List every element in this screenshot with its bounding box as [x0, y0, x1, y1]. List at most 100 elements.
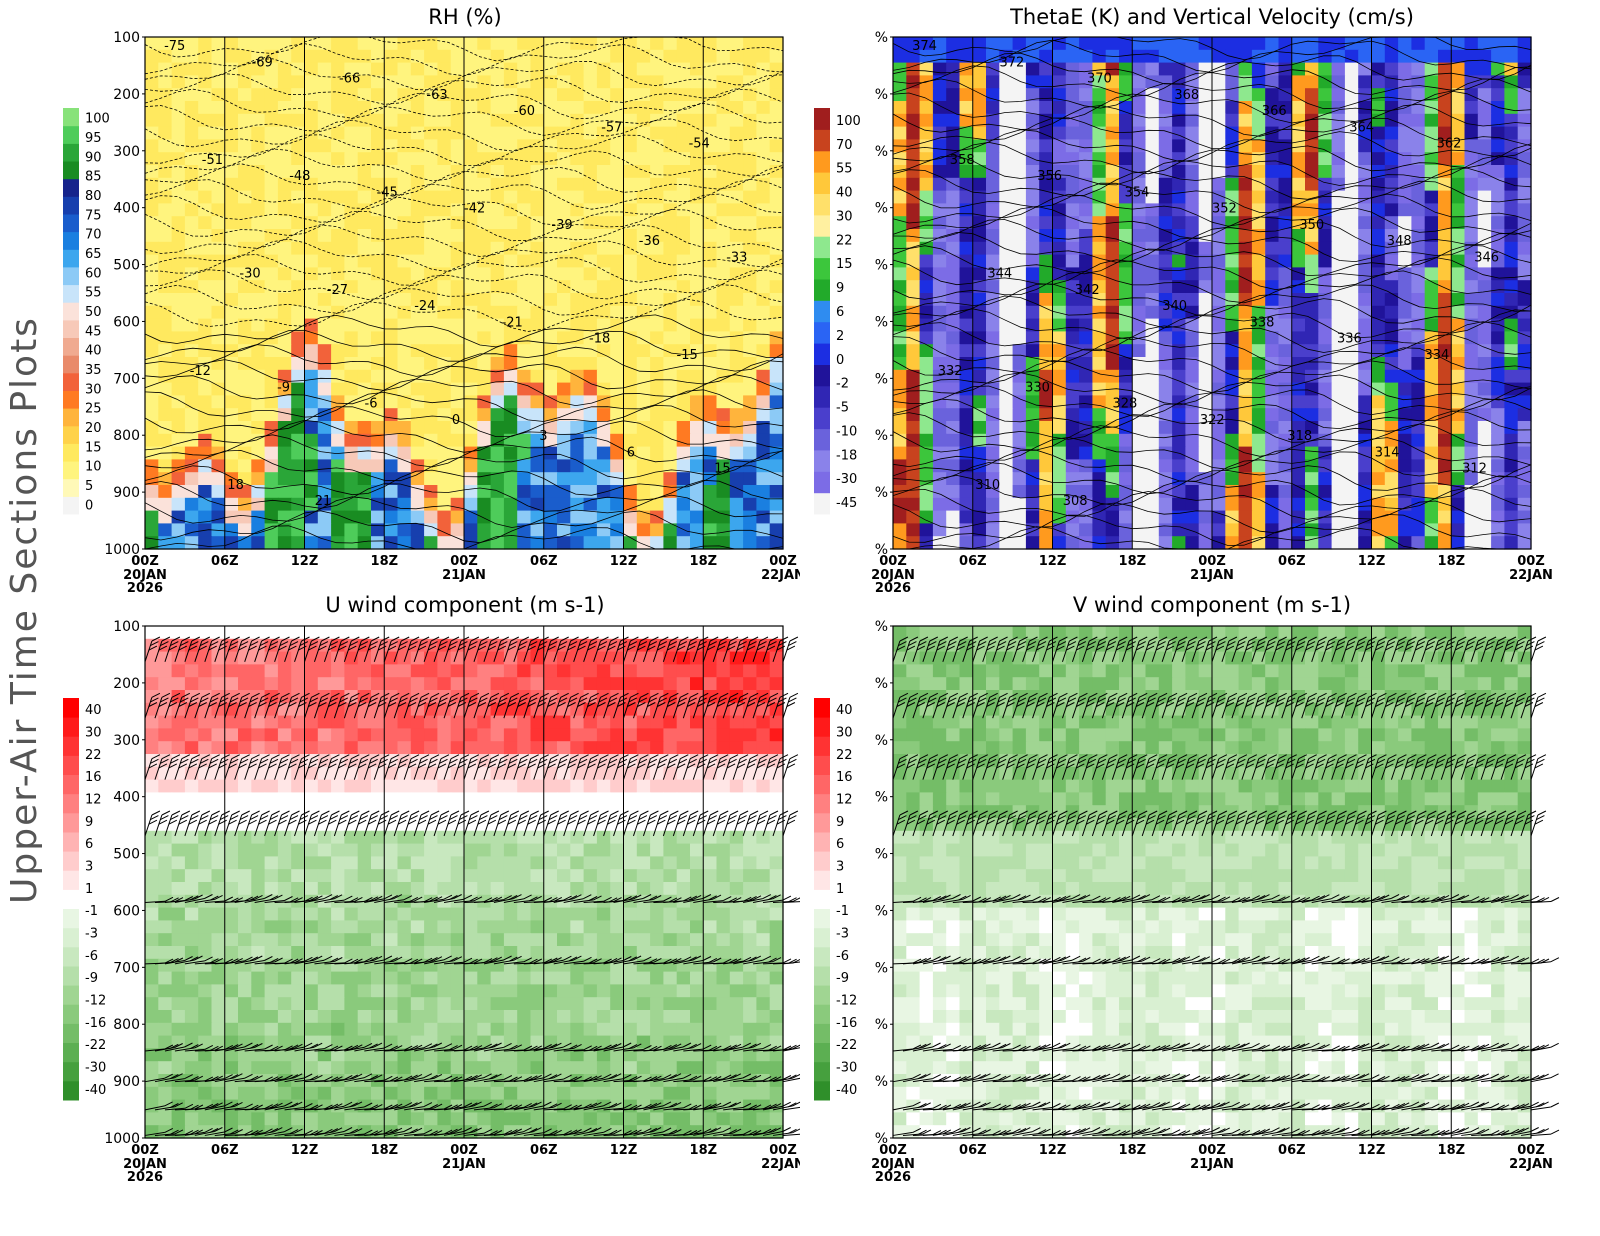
field-cell: [1251, 357, 1266, 371]
field-cell: [238, 818, 252, 832]
field-cell: [490, 446, 505, 460]
field-cell: [1278, 241, 1293, 256]
field-cell: [304, 523, 319, 537]
field-cell: [1132, 241, 1147, 256]
field-cell: [317, 318, 332, 332]
date-label: 20JAN: [123, 568, 167, 583]
field-cell: [986, 318, 1000, 332]
field-cell: [1291, 229, 1306, 243]
field-cell: [437, 830, 452, 845]
field-cell: [1185, 357, 1200, 371]
field-cell: [238, 37, 252, 51]
field-cell: [437, 37, 452, 51]
field-cell: [1318, 49, 1333, 64]
field-cell: [690, 715, 704, 729]
field-cell: [1012, 139, 1027, 153]
field-cell: [503, 830, 518, 845]
field-cell: [1225, 280, 1240, 294]
field-cell: [743, 651, 757, 665]
field-cell: [1185, 421, 1200, 435]
field-cell: [946, 37, 961, 51]
field-cell: [437, 305, 452, 320]
vv-colorbar-label: -18: [836, 448, 857, 463]
field-cell: [517, 101, 532, 115]
field-cell: [1132, 472, 1147, 486]
field-cell: [1039, 472, 1054, 486]
field-cell: [424, 229, 438, 243]
field-cell: [1172, 510, 1186, 524]
field-cell: [676, 126, 691, 140]
field-cell: [437, 254, 452, 268]
field-cell: [1398, 331, 1412, 345]
field-cell: [331, 741, 345, 755]
field-cell: [384, 830, 399, 845]
field-cell: [1251, 510, 1266, 524]
field-cell: [171, 421, 186, 435]
field-cell: [543, 690, 558, 704]
field-cell: [1464, 75, 1479, 89]
field-cell: [357, 421, 372, 435]
field-cell: [384, 523, 399, 537]
field-cell: [1039, 216, 1054, 230]
field-cell: [1172, 293, 1186, 307]
field-cell: [211, 190, 226, 204]
field-cell: [1504, 190, 1519, 204]
field-cell: [1238, 113, 1253, 128]
field-cell: [543, 88, 558, 102]
field-cell: [1198, 305, 1213, 320]
field-cell: [1132, 382, 1147, 396]
field-cell: [543, 638, 558, 653]
field-cell: [1477, 433, 1492, 448]
field-cell: [1119, 241, 1133, 256]
time-tick-label: 18Z: [371, 554, 399, 569]
field-cell: [198, 177, 213, 192]
field-cell: [729, 382, 744, 396]
field-cell: [517, 472, 532, 486]
field-cell: [503, 293, 518, 307]
field-cell: [1052, 382, 1067, 396]
field-cell: [769, 37, 784, 51]
field-cell: [570, 395, 585, 409]
field-cell: [986, 37, 1000, 51]
field-cell: [906, 472, 921, 486]
field-cell: [932, 331, 947, 345]
field-cell: [596, 280, 611, 294]
field-cell: [397, 523, 412, 537]
field-cell: [145, 830, 159, 845]
field-cell: [986, 254, 1000, 268]
field-cell: [690, 101, 704, 115]
field-cell: [1344, 305, 1359, 320]
field-cell: [716, 702, 731, 717]
field-cell: [743, 472, 757, 486]
field-cell: [676, 49, 691, 64]
field-cell: [583, 62, 598, 76]
field-cell: [490, 741, 505, 755]
field-cell: [1185, 446, 1200, 460]
field-cell: [1344, 510, 1359, 524]
field-cell: [437, 49, 452, 64]
field-cell: [1464, 203, 1479, 217]
field-cell: [1491, 190, 1505, 204]
field-cell: [716, 792, 731, 806]
field-cell: [1411, 536, 1426, 550]
field-cell: [636, 165, 651, 179]
field-cell: [490, 459, 505, 473]
field-cell: [1491, 37, 1505, 51]
field-cell: [636, 395, 651, 409]
field-cell: [959, 369, 974, 384]
field-cell: [1052, 421, 1067, 435]
field-cell: [1251, 37, 1266, 51]
field-cell: [344, 792, 359, 806]
field-cell: [959, 459, 974, 473]
field-cell: [1517, 177, 1532, 192]
field-cell: [729, 152, 744, 166]
field-cell: [357, 75, 372, 89]
field-cell: [1052, 459, 1067, 473]
field-cell: [424, 344, 438, 358]
contour-label: -15: [677, 348, 698, 363]
rh-colorbar-label: 10: [85, 460, 102, 475]
field-cell: [277, 165, 292, 179]
field-cell: [1079, 113, 1093, 128]
field-cell: [331, 177, 345, 192]
